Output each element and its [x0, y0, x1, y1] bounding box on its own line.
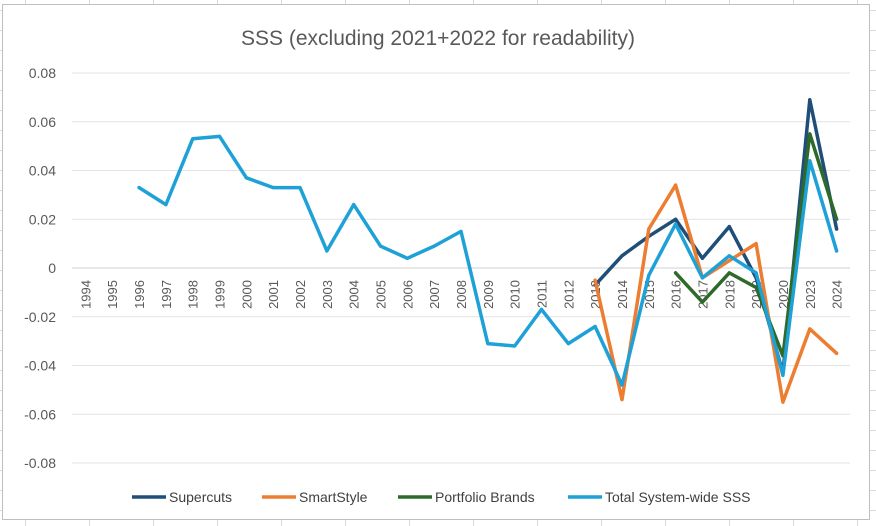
x-tick-label: 2007 [427, 280, 442, 309]
y-tick-label: 0 [48, 260, 56, 276]
x-tick-label: 1995 [105, 280, 120, 309]
x-tick-label: 2004 [347, 280, 362, 309]
legend-label: SmartStyle [299, 489, 368, 505]
series-line[interactable] [137, 134, 839, 387]
x-tick-label: 2017 [695, 280, 710, 309]
x-tick-label: 2010 [508, 280, 523, 309]
x-tick-label: 2020 [776, 280, 791, 309]
x-tick-label: 1998 [186, 280, 201, 309]
x-tick-label: 1994 [78, 280, 93, 309]
series-lines [137, 98, 839, 404]
y-axis-ticks: 0.08 0.06 0.04 0.02 0 -0.02 -0.04 -0.06 -0.08 [24, 65, 56, 471]
legend-label: Supercuts [169, 489, 232, 505]
x-tick-label: 1997 [159, 280, 174, 309]
series-line[interactable] [673, 132, 839, 358]
legend-label: Portfolio Brands [435, 489, 535, 505]
x-tick-label: 2024 [830, 280, 845, 309]
series-line[interactable] [593, 183, 839, 404]
x-tick-label: 2002 [293, 280, 308, 309]
gridlines [72, 72, 850, 464]
x-tick-label: 2012 [561, 280, 576, 309]
legend-item[interactable]: SmartStyle [262, 489, 368, 505]
x-tick-label: 2000 [239, 280, 254, 309]
y-tick-label: -0.08 [24, 455, 56, 471]
chart-title: SSS (excluding 2021+2022 for readability… [241, 27, 635, 50]
legend-item[interactable]: Total System-wide SSS [568, 489, 751, 505]
y-tick-label: 0.04 [29, 163, 56, 179]
legend[interactable]: Supercuts SmartStyle Portfolio Brands Total… [132, 489, 751, 505]
x-tick-label: 2018 [722, 280, 737, 309]
x-tick-label: 2003 [320, 280, 335, 309]
y-tick-label: 0.06 [29, 114, 56, 130]
legend-label: Total System-wide SSS [605, 489, 751, 505]
x-tick-label: 2005 [374, 280, 389, 309]
y-tick-label: -0.02 [24, 309, 56, 325]
x-tick-label: 2014 [615, 280, 630, 309]
y-tick-label: 0.02 [29, 211, 56, 227]
x-tick-label: 1996 [132, 280, 147, 309]
legend-item[interactable]: Portfolio Brands [398, 489, 535, 505]
x-tick-label: 2011 [534, 280, 549, 308]
series-total-system-wide-sss[interactable] [137, 134, 839, 387]
y-tick-label: -0.06 [24, 406, 56, 422]
x-tick-label: 2016 [669, 280, 684, 309]
x-tick-label: 2023 [803, 280, 818, 309]
y-tick-label: -0.04 [24, 358, 56, 374]
x-tick-label: 2009 [481, 280, 496, 309]
legend-item[interactable]: Supercuts [132, 489, 232, 505]
x-tick-label: 2008 [454, 280, 469, 309]
x-tick-label: 2001 [266, 280, 281, 309]
x-axis-ticks: 1994 1995 1996 1997 1998 1999 2000 2001 2002 2003… [78, 280, 844, 309]
x-tick-label: 2006 [400, 280, 415, 309]
y-tick-label: 0.08 [29, 65, 56, 81]
x-tick-label: 1999 [213, 280, 228, 309]
